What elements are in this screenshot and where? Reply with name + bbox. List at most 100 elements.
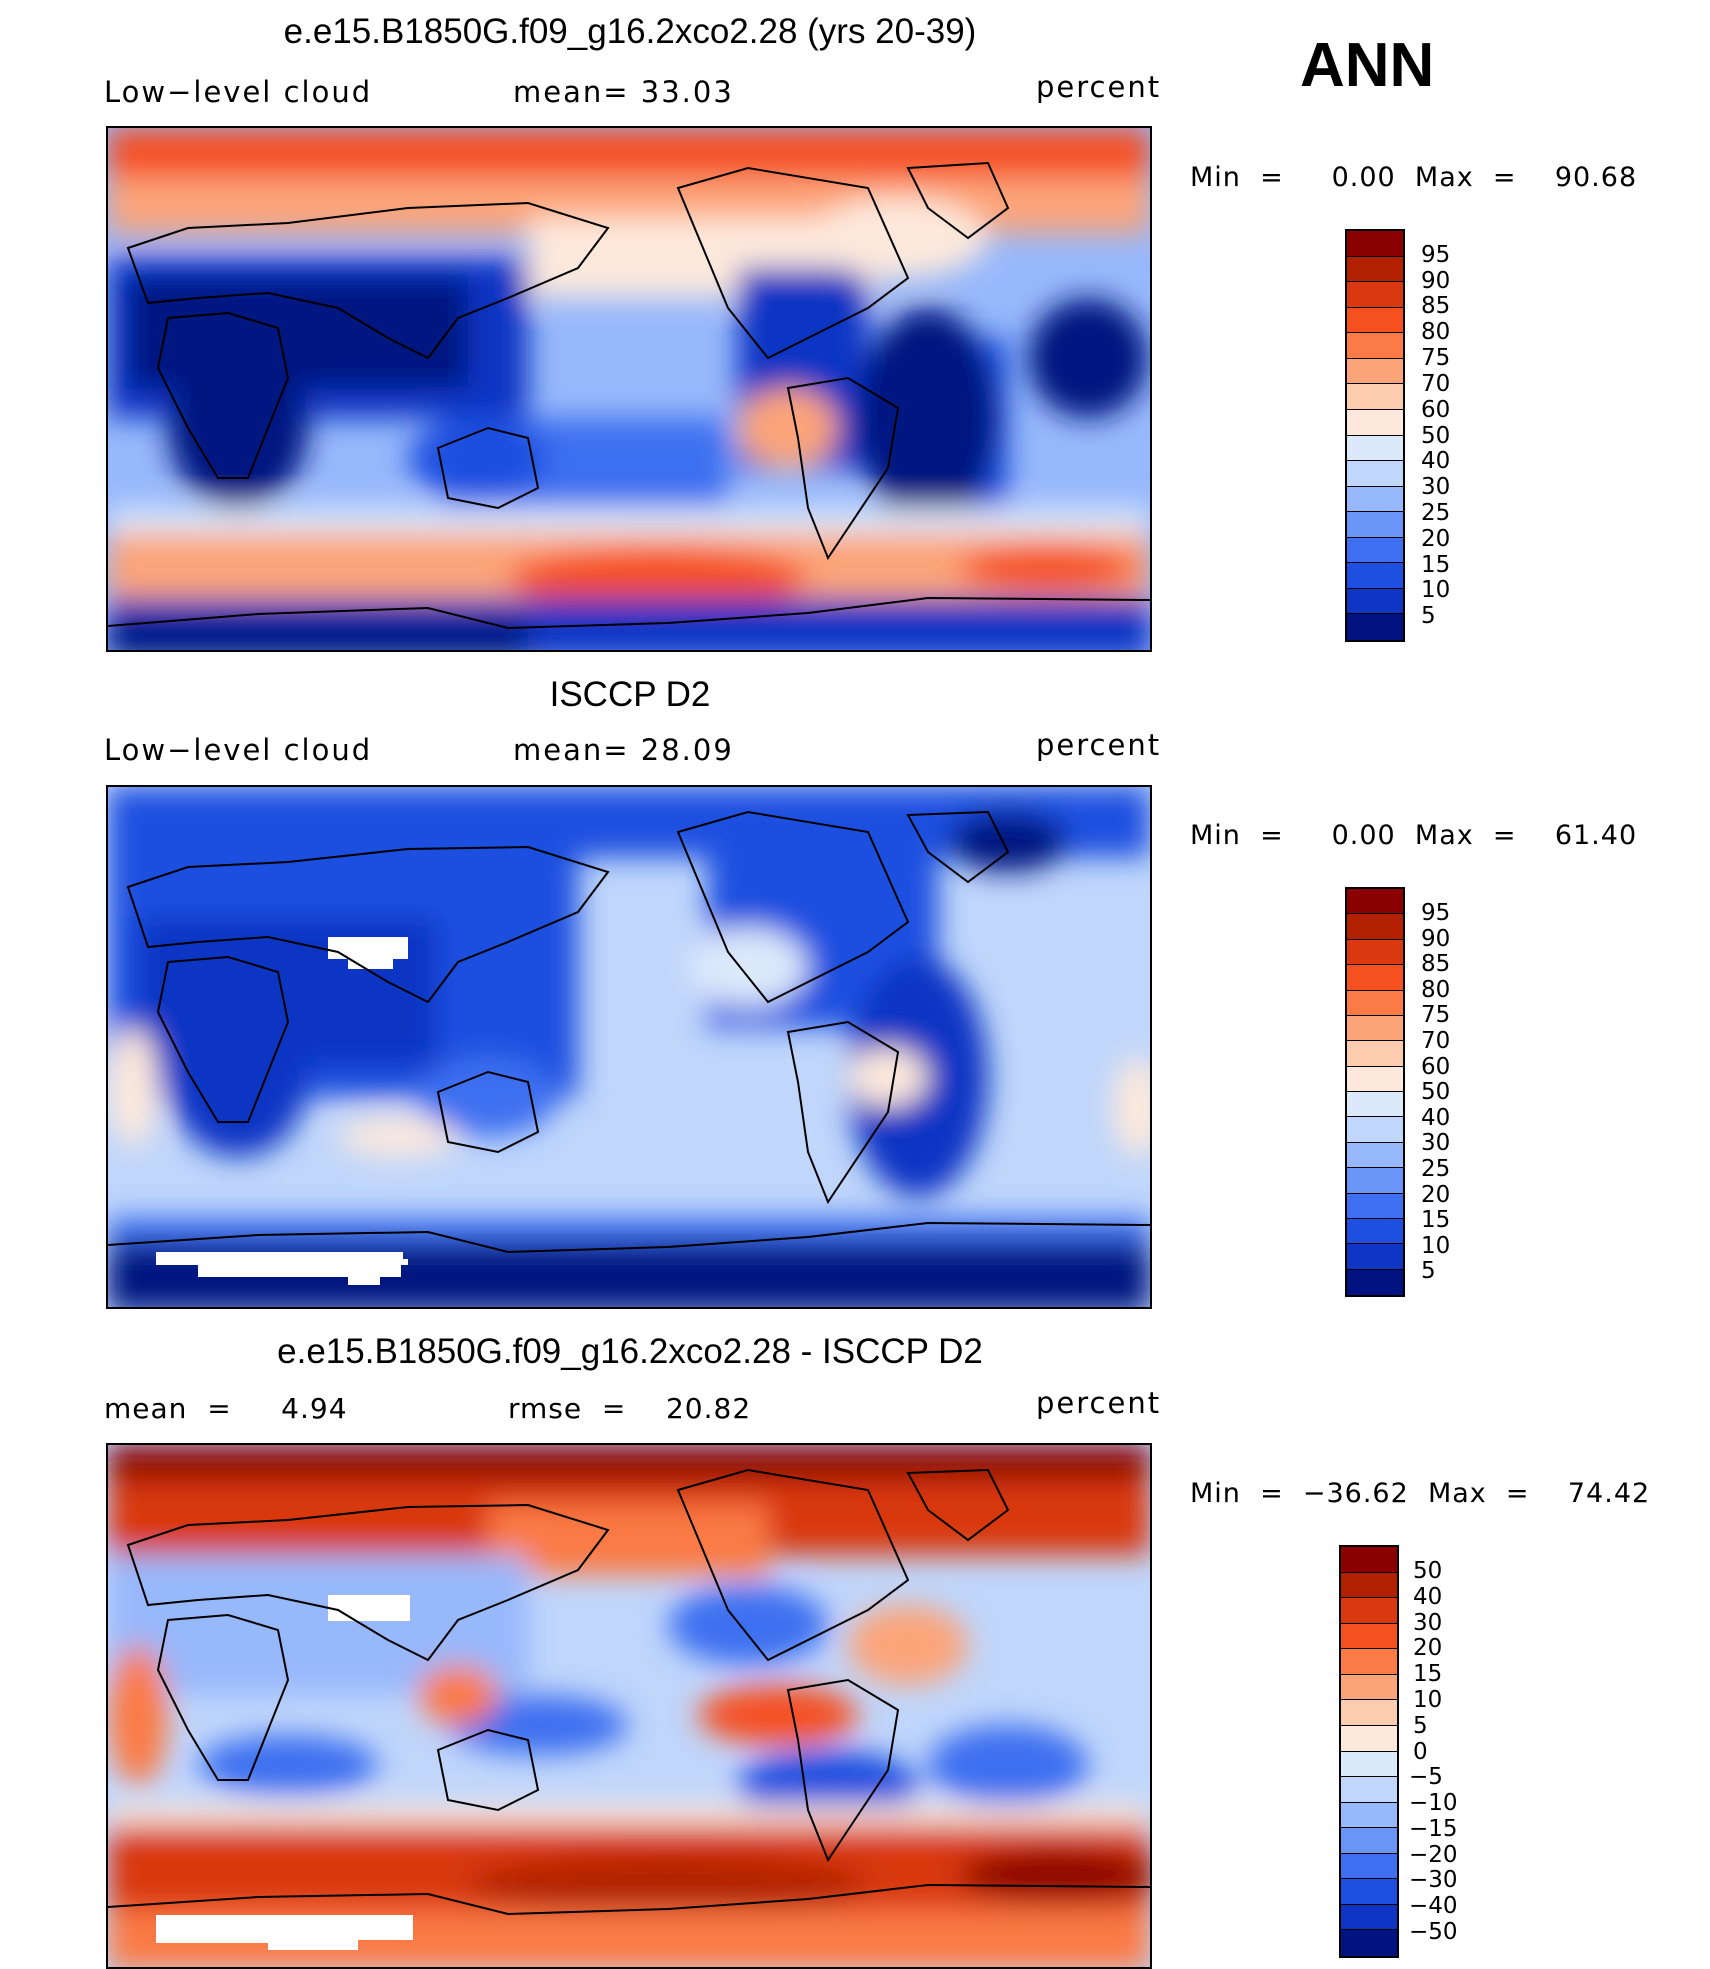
panel3-colorbar-swatch (1341, 1725, 1397, 1752)
panel2-colorbar-swatch (1347, 914, 1403, 940)
panel2-colorbar-tick: 15 (1421, 1207, 1451, 1233)
panel1-mean-label: mean= 33.03 (513, 75, 734, 109)
panel2-colorbar-swatch (1347, 990, 1403, 1016)
panel3-colorbar-tick: 30 (1413, 1610, 1443, 1636)
panel3-colorbar-swatch (1341, 1879, 1397, 1905)
panel2-colorbar-tick: 25 (1421, 1156, 1451, 1182)
panel3-colorbar-swatch (1341, 1802, 1397, 1829)
panel3-title: e.e15.B1850G.f09_g16.2xco2.28 - ISCCP D2 (277, 1332, 983, 1371)
panel2-colorbar-tick: 50 (1421, 1079, 1451, 1105)
panel3-mean-label: mean = 4.94 (104, 1392, 348, 1425)
panel3-colorbar-tick: 40 (1413, 1584, 1443, 1610)
panel2-map (106, 785, 1152, 1309)
panel1-colorbar-tick: 15 (1421, 552, 1451, 578)
panel2-colorbar-tick: 30 (1421, 1130, 1451, 1156)
panel2-colorbar-tick: 5 (1421, 1258, 1436, 1284)
panel2-title: ISCCP D2 (549, 675, 711, 714)
panel2-colorbar-swatch (1347, 1244, 1403, 1270)
panel3-colorbar-tick: −30 (1409, 1867, 1458, 1893)
panel1-colorbar-tick: 90 (1421, 268, 1451, 294)
panel3-colorbar-swatch (1341, 1649, 1397, 1675)
panel2-colorbar-tick: 75 (1421, 1002, 1451, 1028)
panel2-colorbar-swatch (1347, 1193, 1403, 1219)
panel2-colorbar-tick: 10 (1421, 1233, 1451, 1259)
panel2-colorbar-tick: 40 (1421, 1105, 1451, 1131)
panel2-units-label: percent (1036, 728, 1162, 762)
panel3-colorbar-swatch (1341, 1623, 1397, 1650)
panel3-colorbar-swatch (1341, 1904, 1397, 1931)
panel2-colorbar-swatch (1347, 939, 1403, 966)
panel1-colorbar-swatch (1347, 307, 1403, 334)
panel2-colorbar-swatch (1347, 1218, 1403, 1245)
panel3-colorbar-swatch (1341, 1700, 1397, 1726)
panel2-colorbar-tick: 95 (1421, 900, 1451, 926)
panel2-colorbar-tick: 80 (1421, 977, 1451, 1003)
panel3-colorbar-tick: −50 (1409, 1919, 1458, 1945)
panel1-title: e.e15.B1850G.f09_g16.2xco2.28 (yrs 20-39… (283, 12, 977, 51)
panel1-colorbar-swatch (1347, 409, 1403, 436)
panel1-map-graphic (108, 128, 1150, 650)
panel1-colorbar-swatch (1347, 512, 1403, 538)
panel1-colorbar-swatch (1347, 256, 1403, 283)
panel1-variable-label: Low−level cloud (104, 75, 373, 109)
panel1-colorbar-tick: 60 (1421, 397, 1451, 423)
panel2-minmax: Min = 0.00 Max = 61.40 (1190, 820, 1638, 851)
panel2-colorbar-swatch (1347, 1066, 1403, 1092)
panel3-colorbar-swatch (1341, 1751, 1397, 1778)
panel2-colorbar (1345, 887, 1405, 1297)
panel1-colorbar-tick: 70 (1421, 371, 1451, 397)
panel2-colorbar-swatch (1347, 1117, 1403, 1143)
panel1-colorbar-tick: 75 (1421, 345, 1451, 371)
panel1-colorbar-tick: 40 (1421, 448, 1451, 474)
panel3-units-label: percent (1036, 1386, 1162, 1420)
panel3-colorbar-swatch (1341, 1674, 1397, 1701)
panel1-minmax: Min = 0.00 Max = 90.68 (1190, 162, 1638, 193)
panel3-colorbar-swatch (1341, 1777, 1397, 1803)
panel2-colorbar-tick: 60 (1421, 1054, 1451, 1080)
panel1-colorbar (1345, 229, 1405, 642)
panel1-colorbar-swatch (1347, 333, 1403, 359)
panel1-colorbar-swatch (1347, 461, 1403, 487)
panel3-colorbar-swatch (1341, 1853, 1397, 1880)
panel3-colorbar-tick: 0 (1413, 1739, 1428, 1765)
panel1-colorbar-swatch (1347, 282, 1403, 308)
panel1-colorbar-swatch (1347, 384, 1403, 410)
panel2-colorbar-swatch (1347, 1015, 1403, 1042)
panel1-colorbar-swatch (1347, 486, 1403, 513)
panel3-colorbar-tick: 20 (1413, 1635, 1443, 1661)
panel2-colorbar-swatch (1347, 1041, 1403, 1067)
panel3-colorbar-tick: −5 (1409, 1764, 1443, 1790)
panel2-colorbar-swatch (1347, 1168, 1403, 1194)
panel1-colorbar-tick: 95 (1421, 242, 1451, 268)
panel2-colorbar-swatch (1347, 889, 1403, 915)
panel1-colorbar-swatch (1347, 614, 1403, 640)
panel3-colorbar-swatch (1341, 1828, 1397, 1854)
panel3-map (106, 1443, 1152, 1969)
panel2-colorbar-tick: 85 (1421, 951, 1451, 977)
panel1-colorbar-tick: 5 (1421, 603, 1436, 629)
panel1-colorbar-swatch (1347, 435, 1403, 462)
panel3-minmax: Min = −36.62 Max = 74.42 (1190, 1478, 1651, 1509)
panel3-colorbar-tick: 5 (1413, 1713, 1428, 1739)
panel1-colorbar-tick: 25 (1421, 500, 1451, 526)
panel2-colorbar-swatch (1347, 965, 1403, 991)
panel2-variable-label: Low−level cloud (104, 733, 373, 767)
panel2-colorbar-tick: 20 (1421, 1182, 1451, 1208)
panel3-rmse-label: rmse = 20.82 (508, 1392, 752, 1425)
panel1-colorbar-tick: 30 (1421, 474, 1451, 500)
panel2-map-graphic (108, 787, 1150, 1307)
panel2-mean-label: mean= 28.09 (513, 733, 734, 767)
panel2-colorbar-swatch (1347, 1092, 1403, 1118)
panel1-colorbar-swatch (1347, 231, 1403, 257)
season-label: ANN (1300, 31, 1435, 100)
panel1-colorbar-swatch (1347, 588, 1403, 615)
panel1-colorbar-tick: 20 (1421, 526, 1451, 552)
panel2-colorbar-swatch (1347, 1142, 1403, 1169)
panel1-colorbar-tick: 80 (1421, 319, 1451, 345)
panel3-colorbar-tick: −10 (1409, 1790, 1458, 1816)
panel3-colorbar-tick: 10 (1413, 1687, 1443, 1713)
panel3-colorbar-swatch (1341, 1572, 1397, 1599)
panel2-colorbar-swatch (1347, 1269, 1403, 1295)
panel3-colorbar-swatch (1341, 1598, 1397, 1624)
panel3-colorbar-tick: 15 (1413, 1661, 1443, 1687)
